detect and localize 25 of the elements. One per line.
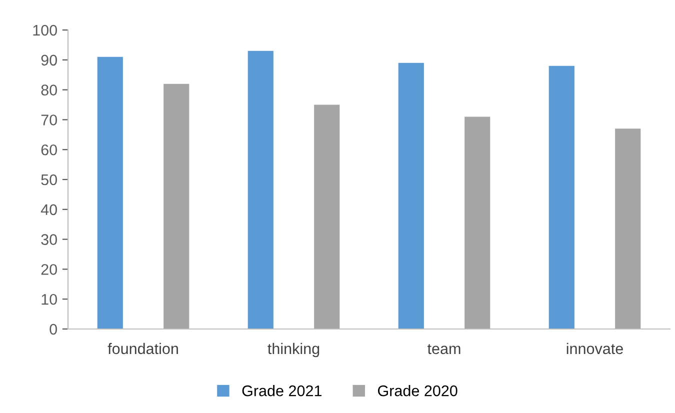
y-tick-label: 100 <box>33 24 57 36</box>
y-tick-label: 90 <box>41 54 57 66</box>
legend-label: Grade 2021 <box>242 385 322 396</box>
bar <box>97 56 123 329</box>
bar <box>398 62 424 329</box>
x-tick-label: foundation <box>108 342 178 354</box>
x-tick-label: thinking <box>268 342 320 358</box>
bar <box>548 66 574 329</box>
y-tick-label: 60 <box>41 144 57 156</box>
bar <box>615 128 641 329</box>
y-tick-label: 40 <box>40 204 57 216</box>
bar <box>248 50 274 329</box>
x-tick-label: innovate <box>566 342 623 354</box>
y-tick-label: 30 <box>41 234 57 245</box>
legend-label: Grade 2020 <box>378 385 458 396</box>
x-tick-label: team <box>428 344 460 354</box>
y-tick-label: 10 <box>42 294 57 305</box>
bar <box>314 104 340 329</box>
y-tick-label: 0 <box>50 324 57 335</box>
y-tick-label: 70 <box>41 114 57 126</box>
y-tick-label: 50 <box>41 174 57 186</box>
bar <box>464 116 490 329</box>
y-tick-label: 20 <box>41 264 57 275</box>
y-tick-label: 80 <box>41 84 57 96</box>
bar <box>164 84 190 329</box>
